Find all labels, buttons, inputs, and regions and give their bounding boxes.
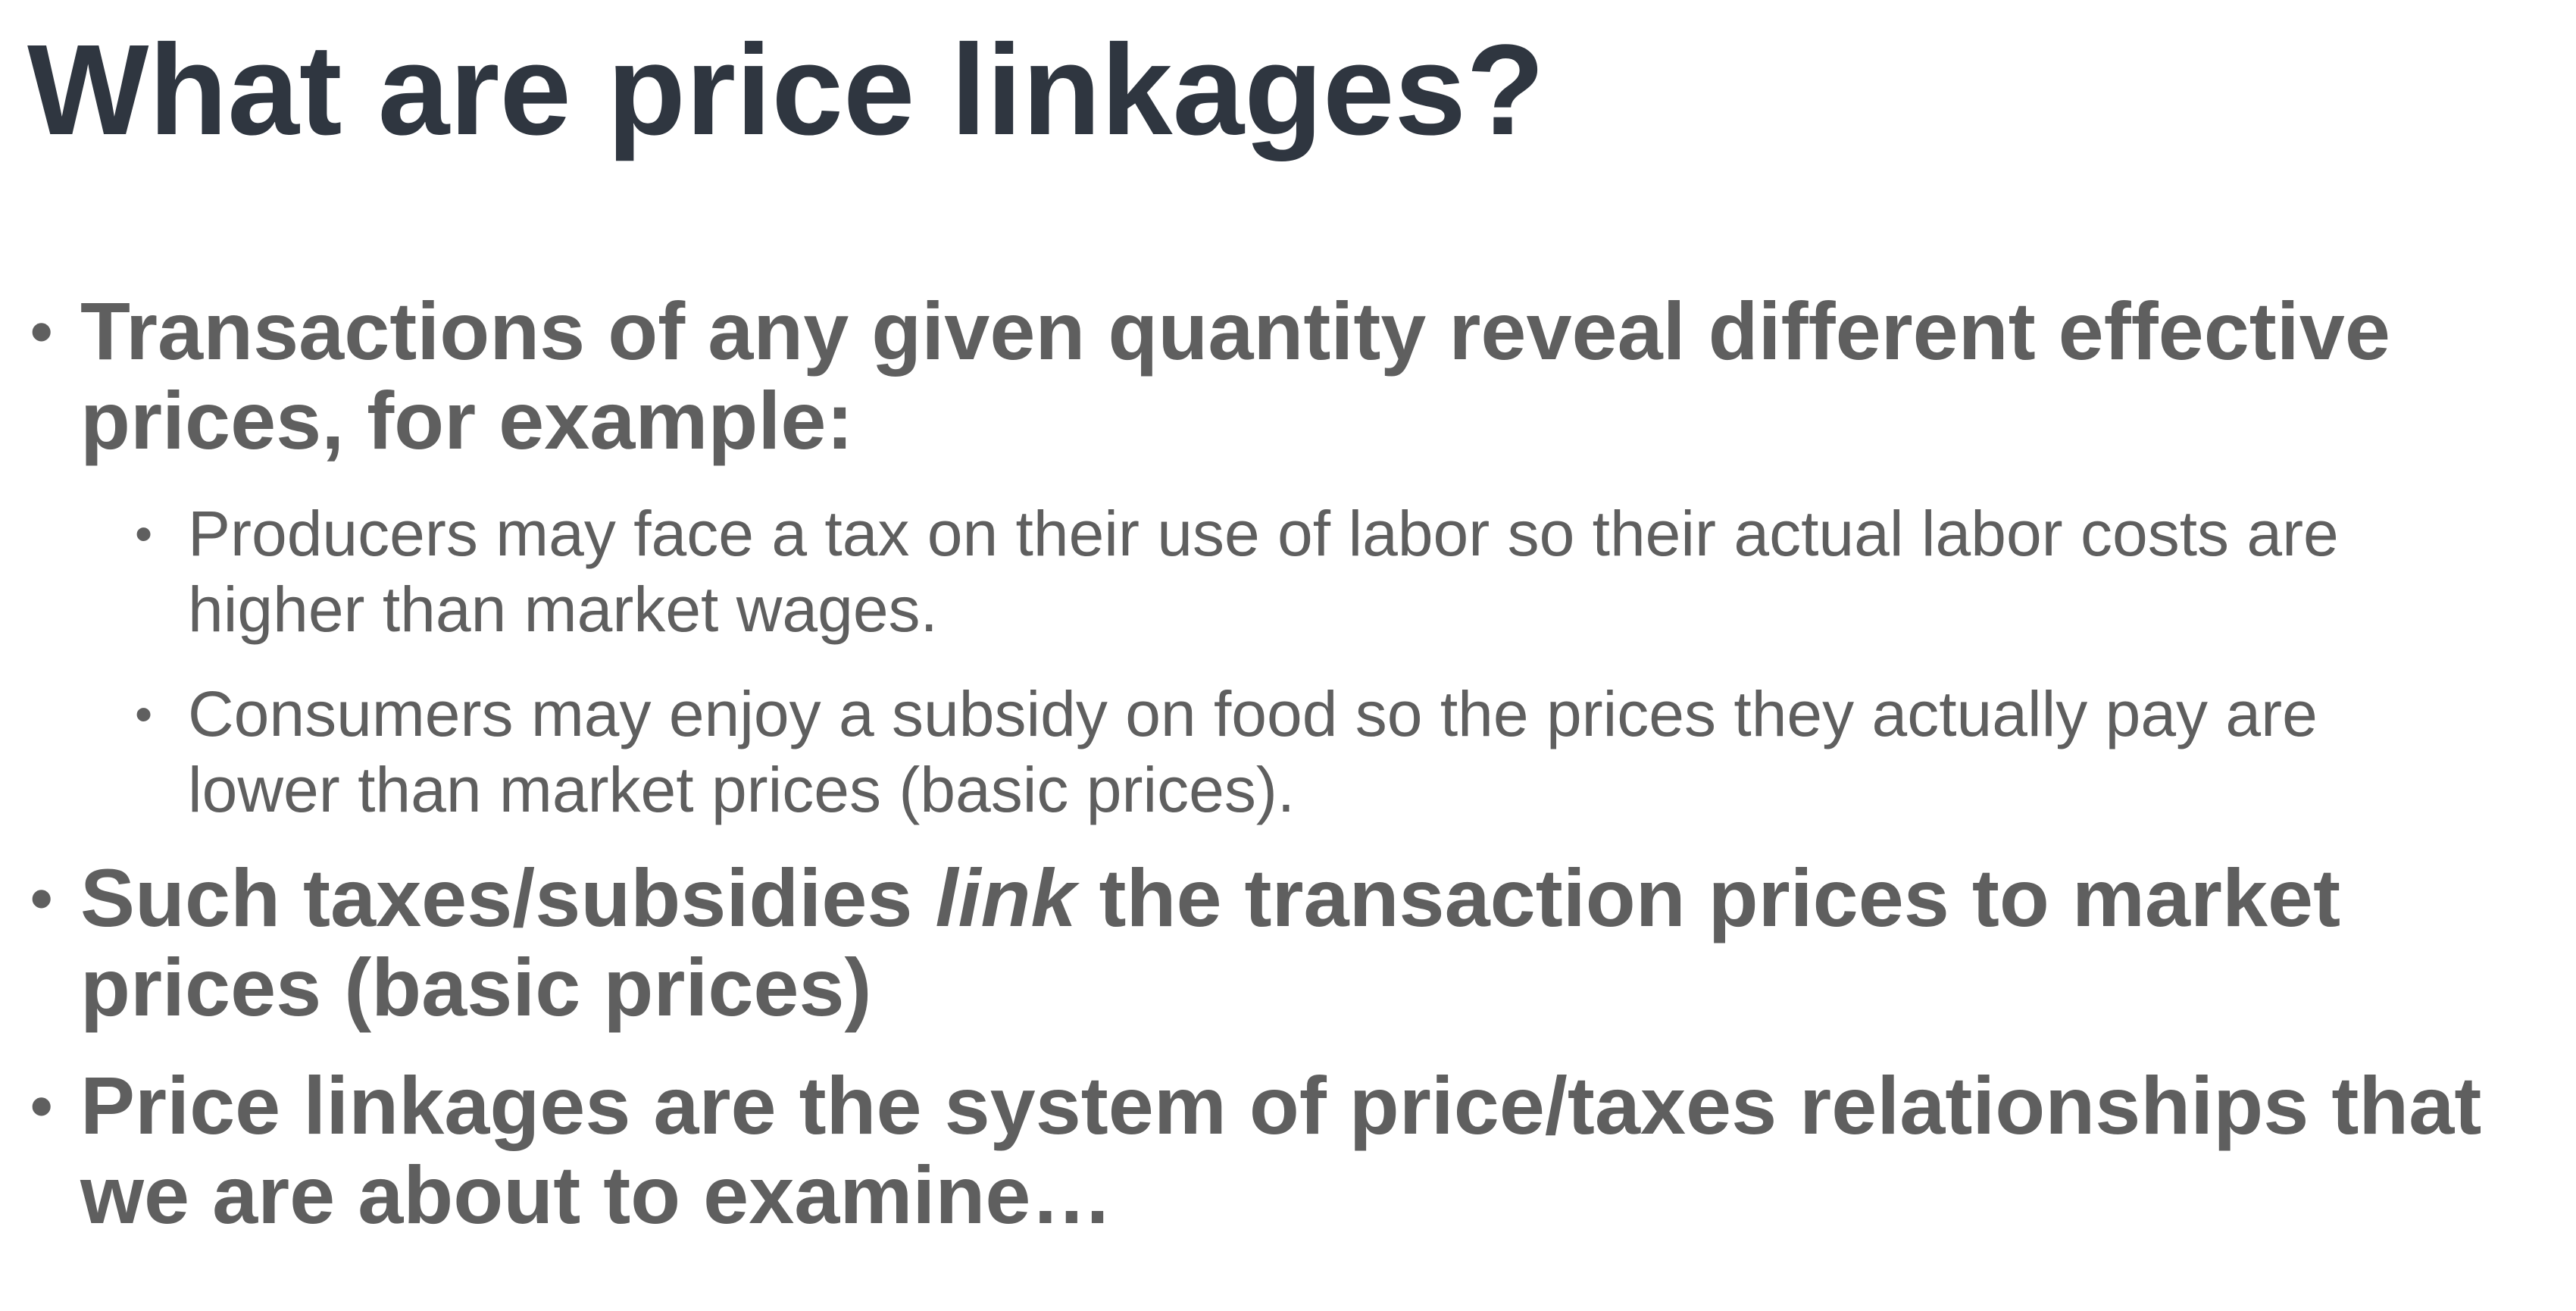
bullet-dot: •: [30, 862, 53, 934]
sub-bullet-line: lower than market prices (basic prices).: [188, 754, 1296, 825]
bullet-line: Transactions of any given quantity revea…: [80, 285, 2390, 377]
bullet-line: Such taxes/subsidies link the transactio…: [80, 853, 2528, 943]
bullet-emphasis: link: [935, 852, 1077, 943]
sub-bullet-text: Consumers may enjoy a subsidy on food so…: [188, 676, 2567, 828]
bullet-line: Price linkages are the system of price/t…: [80, 1059, 2482, 1151]
sub-bullet-line: higher than market wages.: [188, 574, 938, 645]
bullet-dot: •: [30, 1070, 53, 1141]
bullet-line: we are about to examine…: [80, 1149, 1113, 1241]
bullet-line: prices (basic prices): [80, 941, 872, 1033]
sub-bullet-dot: •: [135, 686, 153, 742]
bullet-dot: •: [30, 296, 53, 367]
slide-title: What are price linkages?: [27, 18, 1545, 162]
bullet-segment: the transaction prices to market: [1076, 852, 2341, 943]
sub-bullet-line: Producers may face a tax on their use of…: [188, 498, 2339, 569]
bullet-text: Transactions of any given quantity revea…: [80, 286, 2528, 465]
bullet-text: Price linkages are the system of price/t…: [80, 1061, 2528, 1240]
sub-bullet-line: Consumers may enjoy a subsidy on food so…: [188, 678, 2318, 749]
sub-bullet-dot: •: [135, 505, 153, 562]
sub-bullet-text: Producers may face a tax on their use of…: [188, 496, 2567, 647]
bullet-segment: Such taxes/subsidies: [80, 852, 936, 943]
bullet-line: prices, for example:: [80, 374, 854, 466]
bullet-text: Such taxes/subsidies link the transactio…: [80, 853, 2528, 1032]
